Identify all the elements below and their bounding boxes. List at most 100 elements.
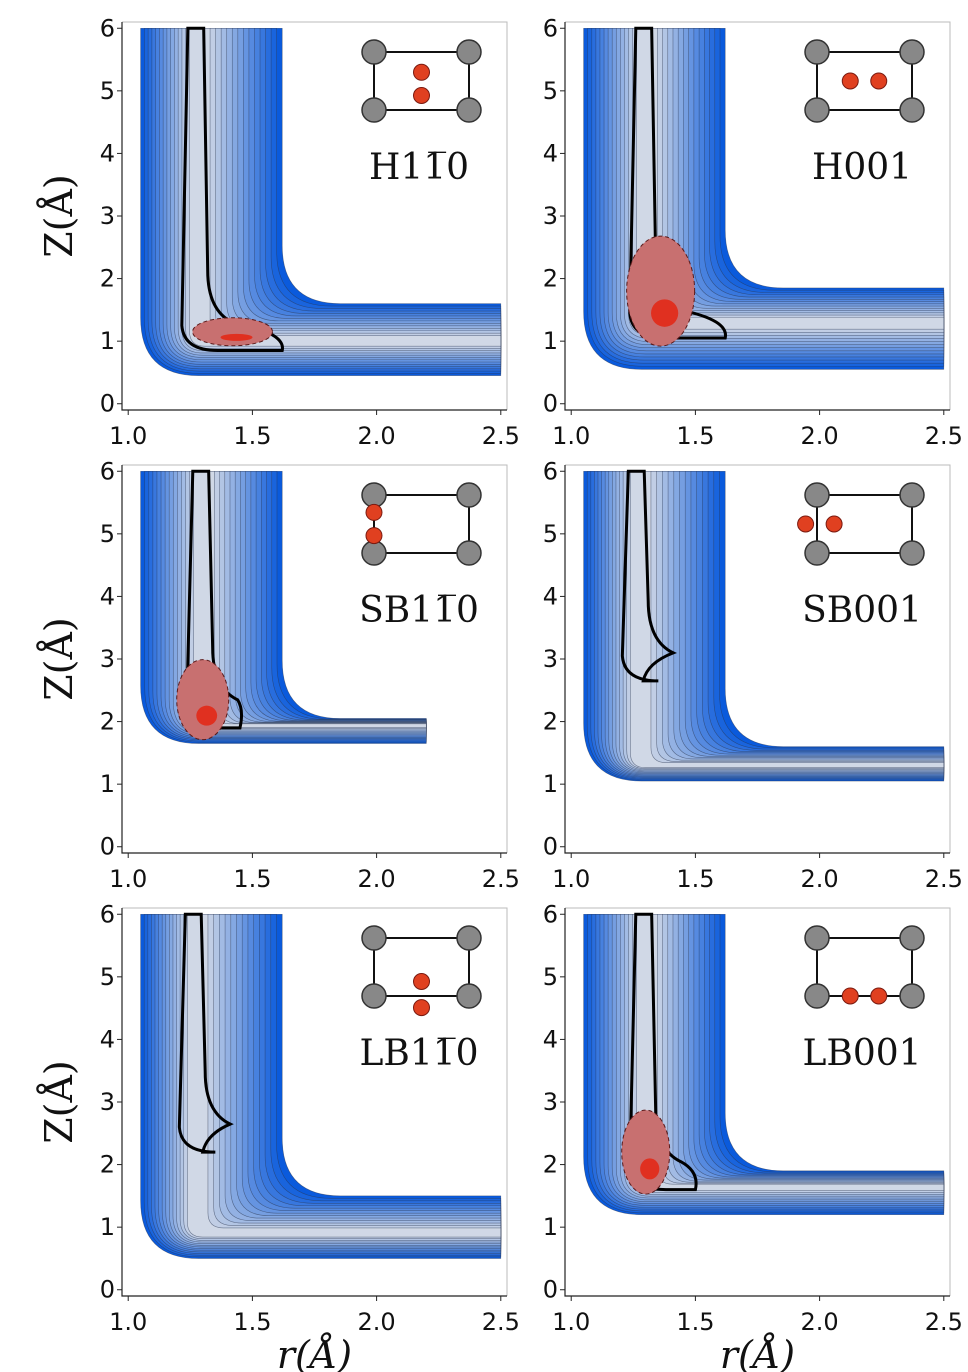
y-tick-label: 5: [543, 77, 558, 105]
y-tick-label: 1: [100, 770, 115, 798]
well-core: [651, 299, 679, 327]
contour-band: [604, 470, 945, 776]
frame: [121, 908, 507, 1297]
y-tick-label: 3: [100, 1088, 115, 1116]
contour-band: [172, 470, 427, 734]
atom: [899, 540, 925, 566]
contour-band: [183, 913, 502, 1240]
atom: [456, 97, 482, 123]
contour-band: [626, 470, 945, 769]
y-tick-label: 2: [543, 265, 558, 293]
inset-cell: [816, 494, 913, 554]
contour-band: [161, 913, 502, 1249]
y-tick-label: 5: [100, 520, 115, 548]
x-tick-label: 2.5: [925, 865, 963, 893]
atom: [899, 39, 925, 65]
y-tick-label: 6: [543, 457, 558, 485]
zero-contour: [620, 469, 677, 683]
y-tick-label: 4: [543, 139, 558, 167]
y-tick-label: 6: [543, 900, 558, 928]
h-atom: [841, 987, 859, 1005]
h-atom: [413, 87, 430, 104]
atom: [361, 540, 387, 566]
y-tick-label: 0: [543, 390, 558, 418]
y-tick-label: 5: [100, 963, 115, 991]
y-axis-label: Z(Å): [37, 1060, 81, 1144]
y-tick-label: 0: [543, 833, 558, 861]
y-tick-label: 0: [543, 1276, 558, 1304]
atom: [804, 97, 830, 123]
atom: [804, 925, 830, 951]
atom: [804, 983, 830, 1009]
y-tick-label: 4: [100, 582, 115, 610]
h-atom: [413, 999, 430, 1017]
atom: [456, 482, 482, 508]
inset-cell: [373, 937, 470, 997]
y-axis-label: Z(Å): [37, 174, 81, 258]
x-tick-label: 1.5: [676, 865, 714, 893]
h-atom: [365, 503, 383, 521]
x-tick-label: 1.5: [233, 865, 271, 893]
y-tick-label: 1: [543, 770, 558, 798]
y-tick-label: 0: [100, 833, 115, 861]
x-tick-label: 2.0: [358, 865, 396, 893]
well: [192, 317, 274, 347]
atom: [456, 540, 482, 566]
x-tick-label: 2.0: [358, 422, 396, 450]
contour-band: [630, 470, 945, 768]
x-tick-label: 1.5: [676, 1308, 714, 1336]
atom: [456, 925, 482, 951]
contour-band: [162, 27, 502, 363]
inset-cell: [373, 494, 470, 554]
x-tick-label: 1.5: [233, 422, 271, 450]
atom: [899, 97, 925, 123]
h-atom: [797, 515, 815, 533]
contour-band: [187, 913, 502, 1238]
panel-label: SB001: [802, 590, 922, 631]
y-tick-label: 6: [543, 14, 558, 42]
frame: [122, 21, 508, 410]
h-atom: [841, 72, 859, 90]
y-tick-label: 2: [100, 708, 115, 736]
atom: [361, 97, 387, 123]
y-axis-label: Z(Å): [37, 617, 81, 701]
h-atom: [825, 515, 843, 533]
y-tick-label: 2: [543, 1151, 558, 1179]
atom: [456, 983, 482, 1009]
well: [621, 1109, 671, 1195]
y-tick-label: 0: [100, 390, 115, 418]
well-core: [196, 705, 218, 726]
frame: [564, 465, 950, 854]
frame: [122, 907, 508, 1296]
well-core: [640, 1158, 660, 1180]
x-tick-label: 1.0: [552, 422, 590, 450]
x-tick-label: 2.0: [801, 1308, 839, 1336]
atom: [361, 925, 387, 951]
frame: [564, 908, 950, 1297]
contour-band: [607, 913, 945, 1204]
panel-label: LB11̅0: [359, 1033, 478, 1074]
y-tick-label: 3: [543, 645, 558, 673]
well: [626, 235, 696, 347]
y-tick-label: 3: [543, 202, 558, 230]
y-tick-label: 5: [100, 77, 115, 105]
y-tick-label: 2: [543, 708, 558, 736]
y-tick-label: 3: [543, 1088, 558, 1116]
atom: [899, 983, 925, 1009]
atom: [361, 39, 387, 65]
y-tick-label: 2: [100, 1151, 115, 1179]
x-tick-label: 2.0: [801, 422, 839, 450]
y-tick-label: 4: [100, 1025, 115, 1053]
zero-contour: [177, 912, 234, 1154]
x-tick-label: 1.0: [109, 865, 147, 893]
atom: [804, 540, 830, 566]
x-tick-label: 1.0: [552, 865, 590, 893]
y-tick-label: 2: [100, 265, 115, 293]
contour-band: [176, 913, 502, 1243]
well-core: [220, 333, 253, 341]
x-tick-label: 2.5: [482, 422, 520, 450]
x-tick-label: 1.5: [233, 1308, 271, 1336]
y-tick-label: 1: [100, 1213, 115, 1241]
panel-label: LB001: [802, 1033, 921, 1074]
